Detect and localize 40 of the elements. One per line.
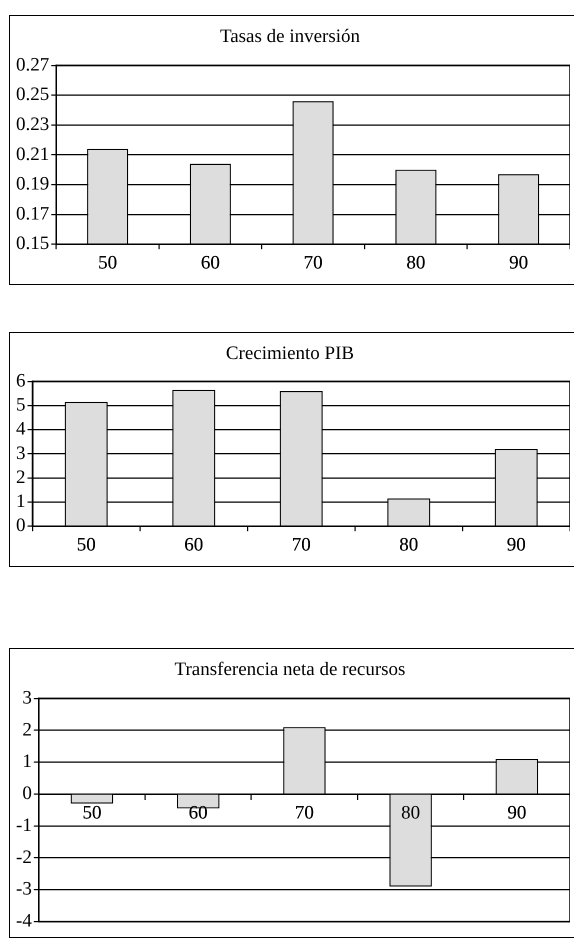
y-tick-label: 4	[16, 418, 26, 440]
x-tick-label: 60	[188, 802, 208, 824]
y-tick-label: -4	[16, 910, 32, 932]
y-tick-label: 6	[16, 370, 26, 392]
x-tick-label: 60	[184, 534, 204, 556]
y-tick-label: 0.19	[16, 174, 50, 195]
chart-title: Tasas de inversión	[218, 26, 362, 48]
y-tick-label: 5	[16, 394, 26, 416]
y-tick-label: 1	[16, 491, 26, 512]
x-tick-label: 50	[98, 252, 118, 274]
y-tick-label: -2	[16, 846, 32, 868]
y-tick-label: 3	[22, 687, 32, 708]
x-tick-label: 80	[399, 534, 418, 556]
chart-title: Transferencia neta de recursos	[174, 659, 406, 681]
x-tick-label: 70	[294, 802, 314, 824]
y-tick-label: 2	[22, 719, 32, 740]
x-tick-label: 50	[76, 534, 96, 556]
x-tick-label: 80	[401, 802, 420, 824]
y-tick-label: 0.23	[16, 114, 50, 135]
y-tick-label: 0.15	[16, 233, 50, 254]
x-tick-label: 90	[509, 252, 528, 274]
y-tick-label: 1	[22, 751, 32, 772]
y-tick-label: 0.25	[16, 84, 50, 106]
y-tick-label: 3	[16, 442, 26, 464]
x-tick-label: 50	[82, 802, 102, 824]
y-tick-label: 2	[16, 466, 26, 488]
y-tick-label: -3	[16, 878, 32, 900]
y-tick-label: 0.21	[16, 144, 50, 165]
x-tick-label: 80	[406, 252, 426, 274]
x-tick-label: 60	[200, 252, 220, 274]
chart-title: Crecimiento PIB	[224, 343, 356, 365]
y-tick-label: 0.17	[16, 203, 50, 224]
x-tick-label: 70	[304, 252, 323, 274]
x-tick-label: 70	[292, 534, 311, 556]
y-tick-label: 0.27	[16, 54, 50, 76]
x-tick-label: 90	[506, 534, 526, 556]
y-tick-label: 0	[22, 783, 32, 804]
y-tick-label: 0	[16, 515, 26, 536]
x-tick-label: 90	[507, 802, 526, 824]
y-tick-label: -1	[16, 814, 32, 836]
